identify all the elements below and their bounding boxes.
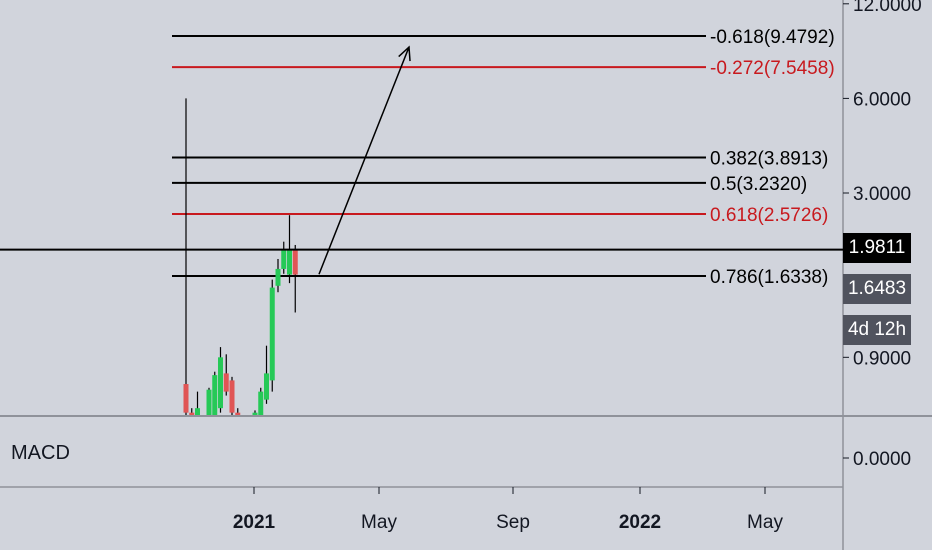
candle-up: [241, 435, 246, 443]
time-tick-label: 2021: [233, 512, 276, 533]
candle-down: [189, 412, 195, 415]
time-tick-label: May: [747, 512, 783, 533]
candle-down: [235, 412, 241, 415]
price-tick-label: 3.0000: [853, 184, 911, 205]
candle-up: [287, 249, 292, 275]
candle-up: [264, 373, 269, 400]
time-tick-label: May: [361, 512, 397, 533]
candle-up: [206, 389, 212, 415]
candle-up: [281, 249, 287, 269]
candle-down: [292, 249, 298, 275]
time-tick-label: 2022: [619, 512, 661, 533]
candle-up: [195, 408, 200, 415]
bar-countdown-label: 4d 12h: [843, 315, 911, 345]
last-price-label: 1.6483: [843, 274, 911, 304]
macd-indicator-label[interactable]: MACD: [11, 442, 70, 464]
price-tick-label: 12.0000: [853, 0, 922, 16]
fib-level-label: -0.618(9.4792): [710, 27, 835, 48]
fib-retracement-tool[interactable]: -0.618(9.4792) -0.272(7.5458) 0.382(3.8913…: [172, 27, 835, 288]
candle-up: [269, 287, 275, 381]
price-tick-label: 6.0000: [853, 89, 911, 110]
fib-level-label: 0.5(3.2320): [710, 174, 807, 195]
projection-arrow-shaft[interactable]: [318, 46, 410, 275]
candle-up: [201, 430, 206, 433]
fib-level-label: 0.618(2.5726): [710, 205, 828, 226]
candle-up: [247, 430, 252, 435]
projection-arrow[interactable]: [318, 45, 411, 275]
candle-up: [218, 357, 223, 409]
price-tick-label: 0.9000: [853, 348, 911, 369]
fib-level-label: 0.382(3.8913): [710, 148, 828, 169]
candle-series: [183, 98, 298, 443]
candle-down: [229, 380, 235, 413]
candle-up: [275, 268, 281, 286]
candle-up: [212, 375, 218, 415]
macd-tick-label: 0.0000: [853, 449, 911, 470]
candle-down: [183, 384, 189, 413]
current-price-label: 1.9811: [843, 233, 911, 263]
projection-arrow-head: [398, 45, 411, 62]
time-tick-label: Sep: [496, 512, 530, 533]
candle-down: [223, 373, 229, 392]
fib-level-label: -0.272(7.5458): [710, 58, 835, 79]
candle-up: [252, 412, 258, 415]
candle-up: [258, 391, 264, 415]
fib-level-label: 0.786(1.6338): [710, 267, 828, 288]
